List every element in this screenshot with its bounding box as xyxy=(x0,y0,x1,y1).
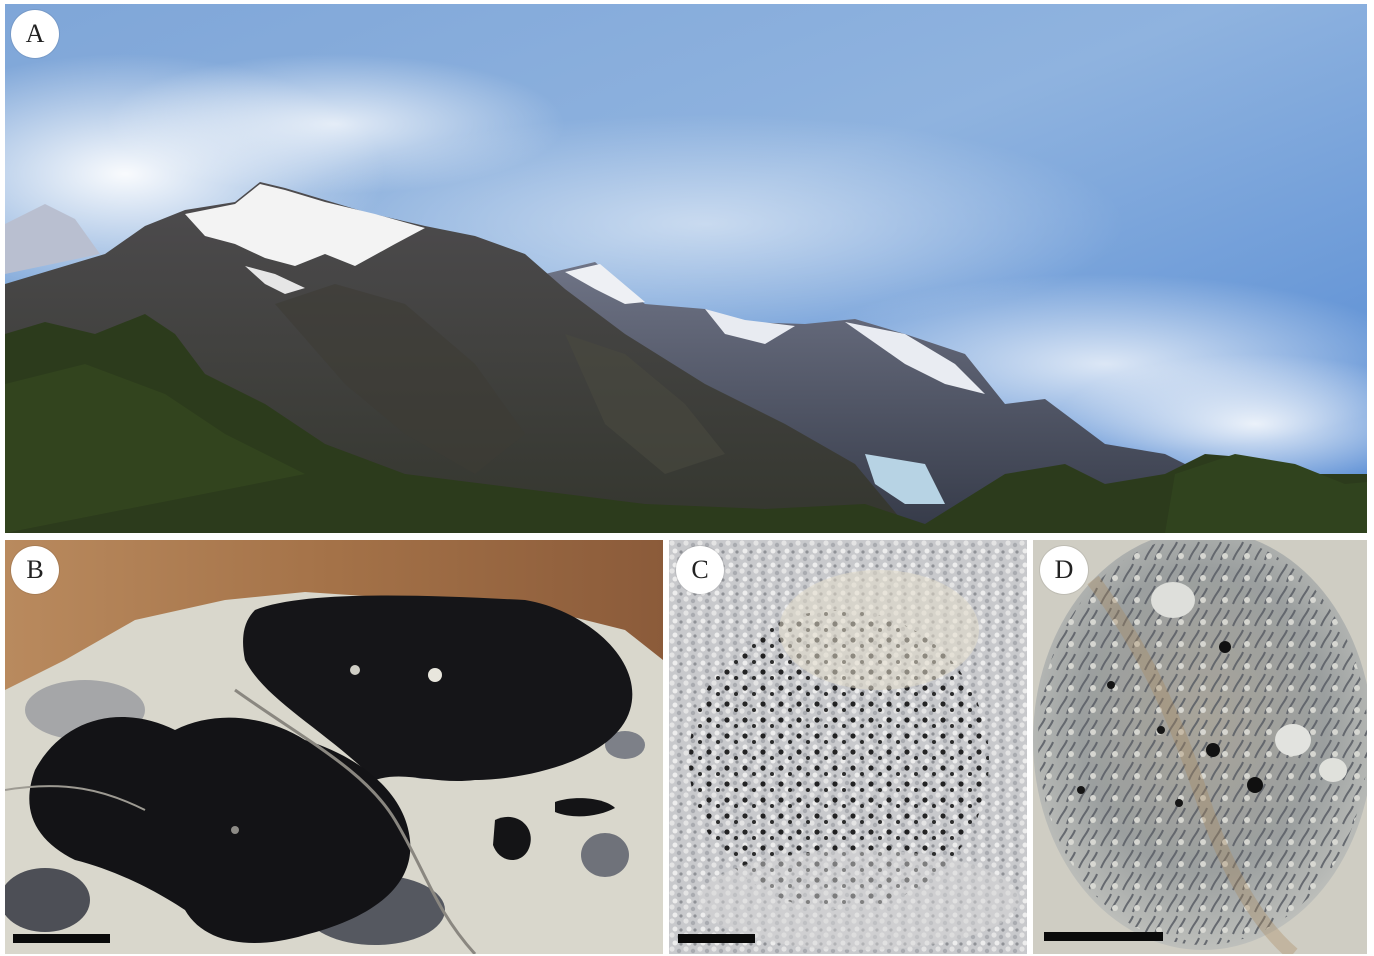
panel-b-lichen-photo: B xyxy=(5,540,663,954)
panel-label-d: D xyxy=(1040,546,1088,594)
scale-bar-c xyxy=(678,934,755,943)
panel-c-lichen-photo: C xyxy=(669,540,1027,954)
lichen-photo-b xyxy=(5,540,663,954)
scale-bar-d xyxy=(1044,932,1163,941)
panel-label-a: A xyxy=(11,10,59,58)
lichen-photo-d xyxy=(1033,540,1367,954)
scale-bar-b xyxy=(13,934,110,943)
panel-label-c: C xyxy=(676,546,724,594)
landscape-photo xyxy=(5,4,1367,533)
lichen-photo-c xyxy=(669,540,1027,954)
panel-a-landscape-photo: A xyxy=(5,4,1367,533)
panel-d-lichen-photo: D xyxy=(1033,540,1367,954)
panel-label-b: B xyxy=(11,546,59,594)
